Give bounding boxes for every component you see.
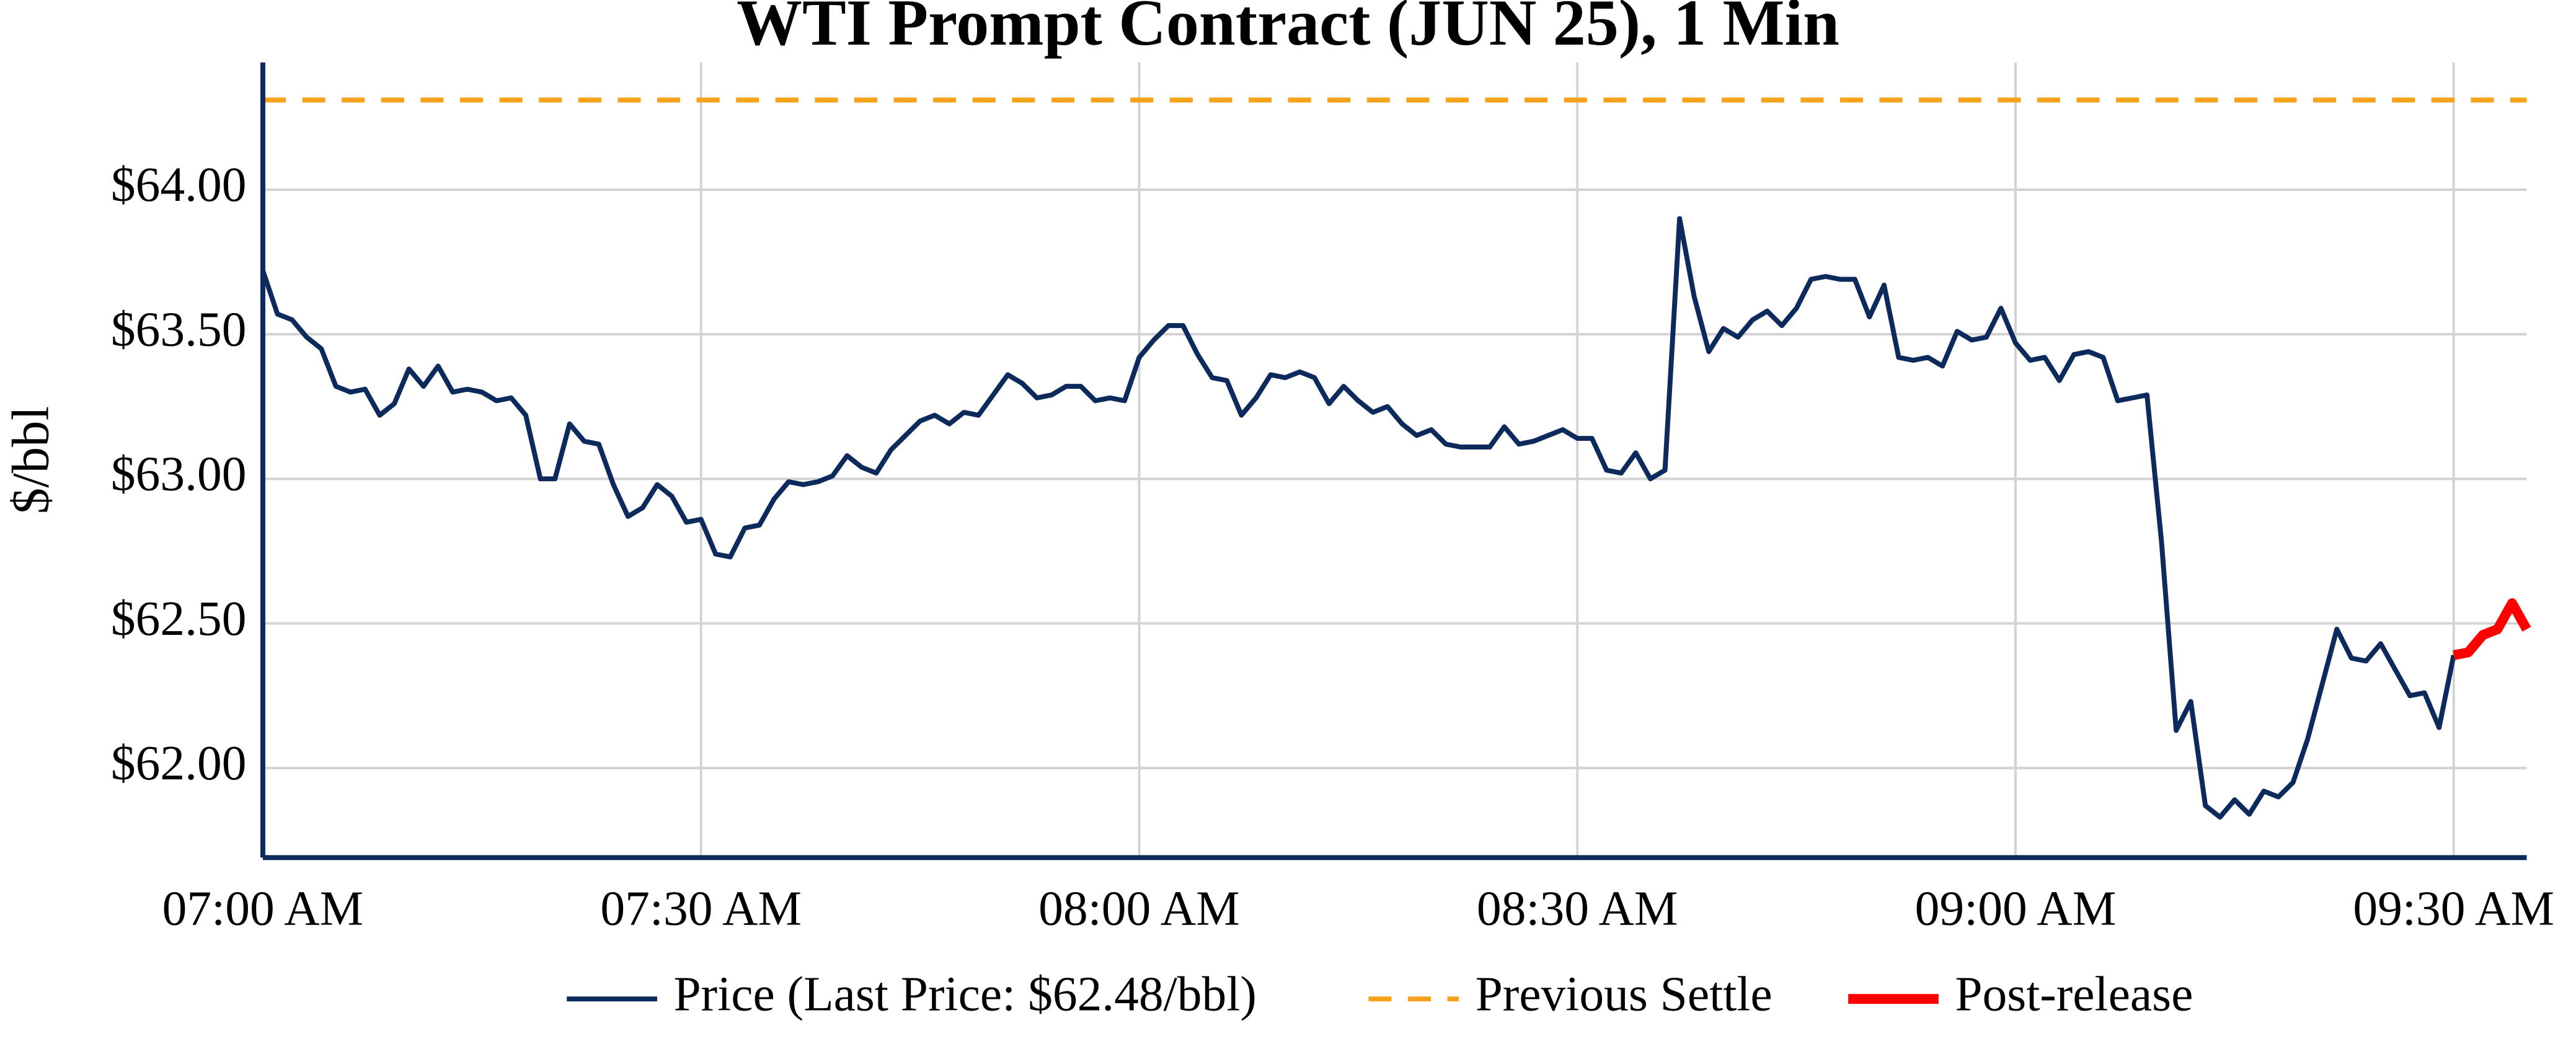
legend-label: Previous Settle [1476,967,1773,1021]
chart-title: WTI Prompt Contract (JUN 25), 1 Min [737,0,1839,59]
x-tick-label: 09:30 AM [2353,882,2554,936]
x-tick-label: 08:30 AM [1477,882,1678,936]
price-line [2453,598,2531,660]
legend-label: Post-release [1955,967,2193,1021]
price-line [260,216,2456,820]
y-axis-label: $/bbl [2,406,60,514]
x-tick-label: 09:00 AM [1915,882,2117,936]
y-tick-label: $62.50 [111,591,247,646]
x-tick-label: 08:00 AM [1038,882,1240,936]
y-tick-label: $63.50 [111,302,247,356]
y-tick-label: $63.00 [111,447,247,502]
y-tick-label: $62.00 [111,736,247,790]
x-tick-label: 07:30 AM [600,882,802,936]
x-tick-label: 07:00 AM [162,882,364,936]
legend-label: Price (Last Price: $62.48/bbl) [673,967,1256,1021]
y-tick-label: $64.00 [111,157,247,212]
